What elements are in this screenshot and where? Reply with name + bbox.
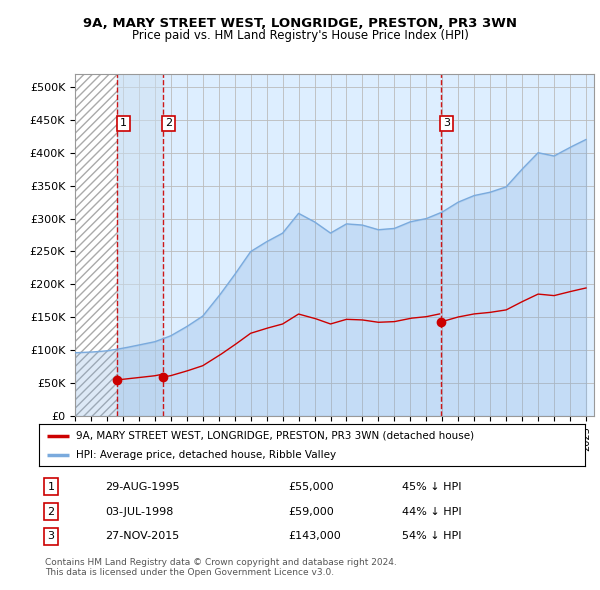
Text: 3: 3 — [443, 119, 450, 129]
Text: 9A, MARY STREET WEST, LONGRIDGE, PRESTON, PR3 3WN: 9A, MARY STREET WEST, LONGRIDGE, PRESTON… — [83, 17, 517, 30]
Text: Contains HM Land Registry data © Crown copyright and database right 2024.
This d: Contains HM Land Registry data © Crown c… — [45, 558, 397, 577]
Text: 1: 1 — [120, 119, 127, 129]
Text: HPI: Average price, detached house, Ribble Valley: HPI: Average price, detached house, Ribb… — [76, 450, 336, 460]
Text: 2: 2 — [165, 119, 172, 129]
Text: 2: 2 — [47, 507, 55, 516]
Text: 27-NOV-2015: 27-NOV-2015 — [105, 532, 179, 541]
Text: Price paid vs. HM Land Registry's House Price Index (HPI): Price paid vs. HM Land Registry's House … — [131, 30, 469, 42]
Text: 1: 1 — [47, 482, 55, 491]
Text: 29-AUG-1995: 29-AUG-1995 — [105, 482, 179, 491]
Text: 03-JUL-1998: 03-JUL-1998 — [105, 507, 173, 516]
Text: 54% ↓ HPI: 54% ↓ HPI — [402, 532, 461, 541]
Bar — [118, 74, 163, 416]
Text: £143,000: £143,000 — [288, 532, 341, 541]
Text: 9A, MARY STREET WEST, LONGRIDGE, PRESTON, PR3 3WN (detached house): 9A, MARY STREET WEST, LONGRIDGE, PRESTON… — [76, 431, 474, 441]
Text: 45% ↓ HPI: 45% ↓ HPI — [402, 482, 461, 491]
Text: 44% ↓ HPI: 44% ↓ HPI — [402, 507, 461, 516]
Text: £59,000: £59,000 — [288, 507, 334, 516]
Text: 3: 3 — [47, 532, 55, 541]
Text: £55,000: £55,000 — [288, 482, 334, 491]
